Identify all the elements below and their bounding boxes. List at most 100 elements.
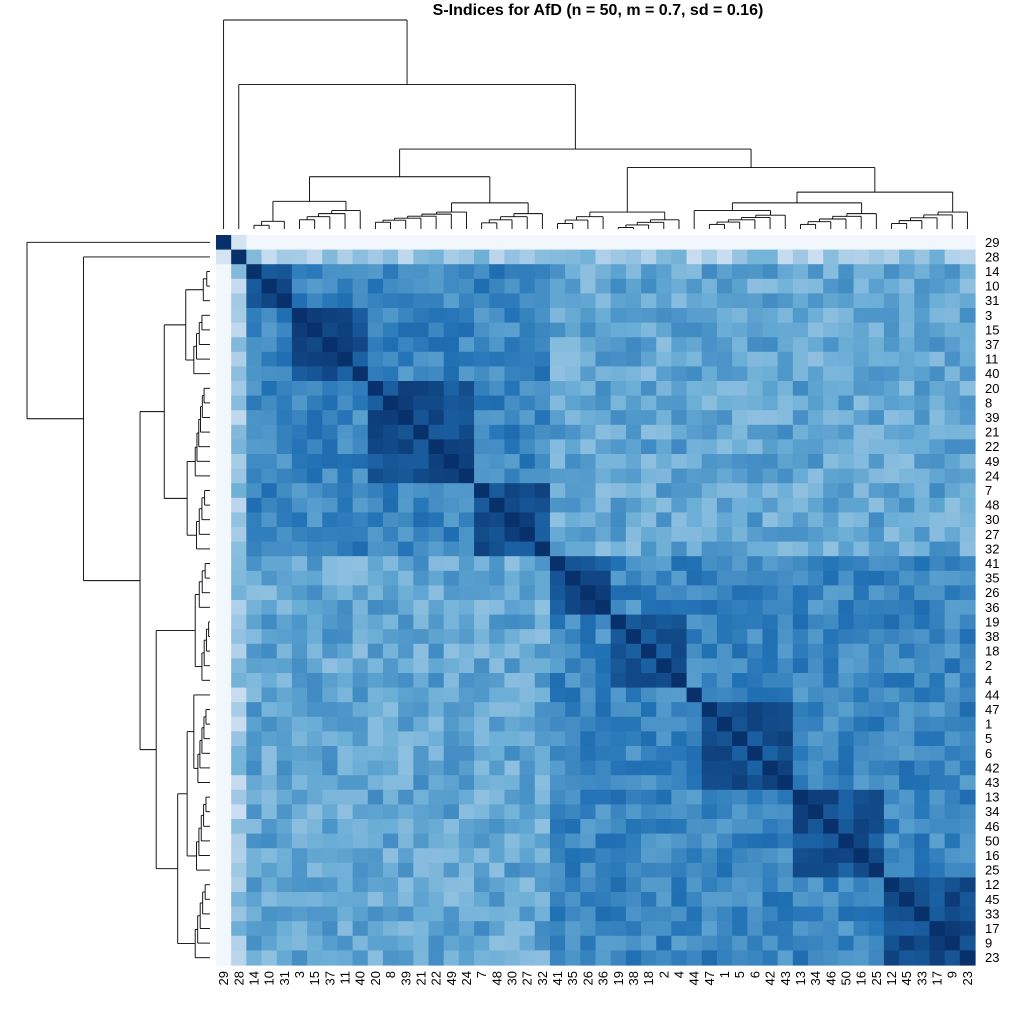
- heatmap-cell: [732, 833, 748, 849]
- heatmap-cell: [671, 950, 688, 966]
- heatmap-cell: [413, 351, 430, 367]
- heatmap-cell: [382, 658, 399, 674]
- heatmap-cell: [458, 483, 475, 499]
- heatmap-cell: [549, 439, 566, 455]
- heatmap-cell: [671, 424, 688, 440]
- heatmap-cell: [413, 862, 430, 878]
- column-label: 34: [808, 971, 823, 985]
- heatmap-cell: [671, 921, 688, 937]
- row-label: 42: [985, 760, 999, 775]
- heatmap-cell: [216, 308, 232, 324]
- heatmap-cell: [808, 454, 824, 470]
- heatmap-cell: [671, 570, 688, 586]
- heatmap-cell: [549, 862, 566, 878]
- heatmap-cell: [929, 410, 946, 426]
- heatmap-cell: [959, 950, 976, 966]
- heatmap-cell: [777, 819, 794, 835]
- heatmap-cell: [276, 731, 293, 747]
- heatmap-cell: [261, 381, 278, 397]
- heatmap-cell: [231, 614, 247, 630]
- heatmap-cell: [489, 877, 506, 893]
- heatmap-cell: [382, 235, 399, 251]
- heatmap-cell: [944, 789, 961, 805]
- heatmap-cell: [671, 439, 688, 455]
- heatmap-cell: [808, 643, 824, 659]
- heatmap-cell: [322, 921, 339, 937]
- heatmap-cell: [853, 877, 870, 893]
- heatmap-cell: [458, 935, 475, 951]
- heatmap-cell: [246, 862, 263, 878]
- heatmap-cell: [732, 235, 748, 251]
- row-label: 40: [985, 366, 999, 381]
- heatmap-cell: [489, 760, 506, 776]
- heatmap-cell: [413, 687, 430, 703]
- heatmap-cell: [246, 483, 263, 499]
- heatmap-cell: [823, 643, 839, 659]
- heatmap-cell: [656, 454, 672, 470]
- heatmap-cell: [565, 454, 581, 470]
- heatmap-cell: [337, 439, 354, 455]
- heatmap-cell: [428, 395, 445, 411]
- heatmap-cell: [883, 337, 900, 353]
- heatmap-cell: [352, 862, 369, 878]
- heatmap-cell: [823, 527, 839, 543]
- heatmap-cell: [291, 527, 308, 543]
- heatmap-cell: [474, 410, 490, 426]
- heatmap-cell: [944, 892, 961, 908]
- heatmap-cell: [595, 892, 612, 908]
- heatmap-cell: [322, 819, 339, 835]
- heatmap-cell: [838, 235, 855, 251]
- heatmap-cell: [747, 600, 764, 616]
- heatmap-cell: [671, 833, 688, 849]
- heatmap-cell: [686, 512, 703, 528]
- heatmap-cell: [534, 527, 551, 543]
- heatmap-cell: [534, 381, 551, 397]
- heatmap-cell: [443, 527, 460, 543]
- heatmap-cell: [899, 235, 915, 251]
- heatmap-cell: [261, 512, 278, 528]
- heatmap-cell: [474, 892, 490, 908]
- heatmap-cell: [716, 468, 733, 484]
- heatmap-cell: [291, 848, 308, 864]
- heatmap-cell: [838, 731, 855, 747]
- heatmap-cell: [413, 833, 430, 849]
- heatmap-cell: [443, 775, 460, 791]
- heatmap-cell: [580, 527, 597, 543]
- column-label: 35: [565, 971, 580, 985]
- heatmap-cell: [474, 497, 490, 513]
- heatmap-cell: [367, 527, 384, 543]
- heatmap-cell: [899, 249, 915, 265]
- heatmap-cell: [367, 497, 384, 513]
- heatmap-cell: [322, 833, 339, 849]
- heatmap-cell: [534, 497, 551, 513]
- heatmap-cell: [595, 512, 612, 528]
- row-label: 15: [985, 322, 999, 337]
- heatmap-cell: [823, 293, 839, 309]
- heatmap-cell: [337, 877, 354, 893]
- heatmap-cell: [868, 775, 885, 791]
- heatmap-cell: [959, 381, 976, 397]
- heatmap-cell: [959, 570, 976, 586]
- column-label: 48: [489, 971, 504, 985]
- heatmap-cell: [474, 351, 490, 367]
- heatmap-cell: [610, 833, 627, 849]
- heatmap-cell: [762, 848, 779, 864]
- column-labels: 29 28 14 10 31 3 15 37 11 40 20 8 39 21 22 49 24 7 48 30 27 3…: [216, 971, 975, 985]
- heatmap-cell: [322, 395, 339, 411]
- heatmap-cell: [701, 337, 718, 353]
- heatmap-cell: [458, 527, 475, 543]
- heatmap-cell: [398, 556, 414, 572]
- heatmap-cell: [868, 512, 885, 528]
- heatmap-cell: [914, 439, 931, 455]
- heatmap-cell: [458, 731, 475, 747]
- heatmap-cell: [534, 337, 551, 353]
- heatmap-cell: [443, 789, 460, 805]
- heatmap-cell: [838, 775, 855, 791]
- heatmap-cell: [519, 760, 536, 776]
- heatmap-cell: [565, 439, 581, 455]
- heatmap-cell: [838, 848, 855, 864]
- heatmap-cell: [458, 614, 475, 630]
- heatmap-cell: [246, 337, 263, 353]
- heatmap-cell: [307, 512, 323, 528]
- heatmap-cell: [504, 687, 521, 703]
